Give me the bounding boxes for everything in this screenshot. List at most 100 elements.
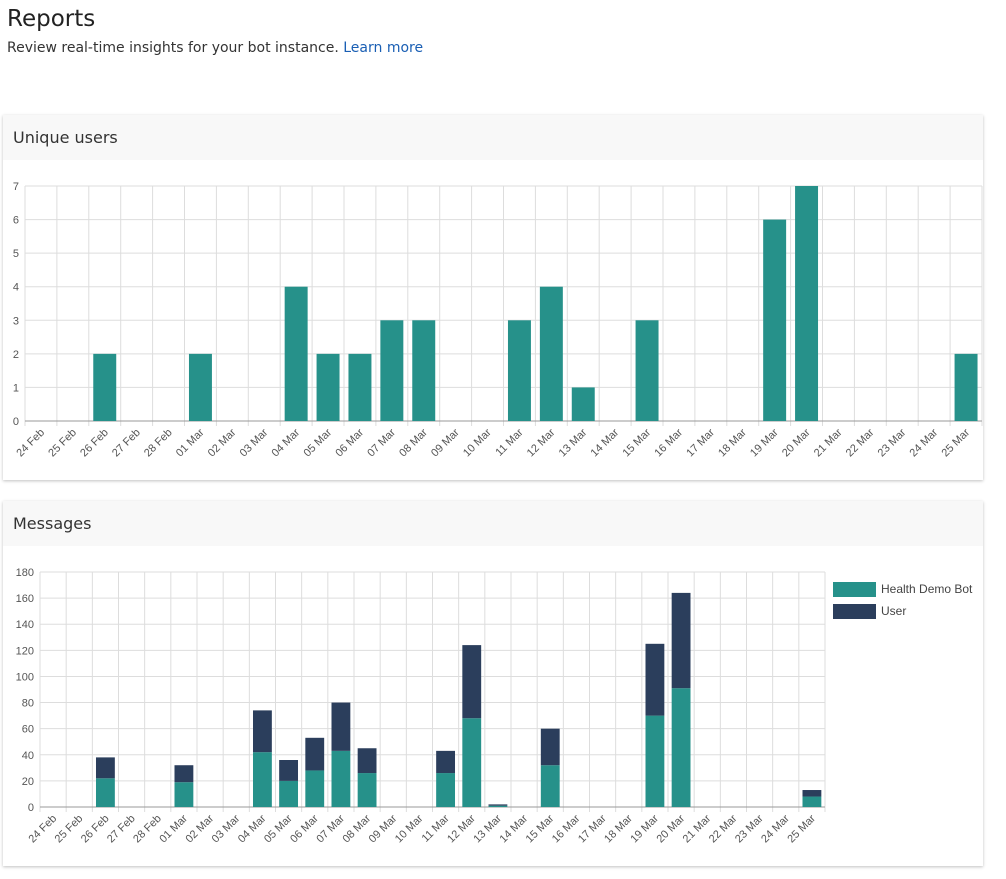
x-tick-label: 08 Mar <box>397 426 430 459</box>
x-tick-label: 24 Feb <box>27 813 60 846</box>
y-tick-label: 4 <box>13 282 19 294</box>
messages-card-header: Messages <box>3 501 983 546</box>
bar-user <box>174 765 194 783</box>
bar <box>348 353 372 421</box>
x-tick-label: 04 Mar <box>236 812 269 845</box>
bar-bot <box>357 773 377 807</box>
x-tick-label: 28 Feb <box>131 813 164 846</box>
legend-label-user: User <box>881 604 907 618</box>
bar-bot <box>436 773 456 807</box>
legend-swatch-user <box>833 603 876 619</box>
x-tick-label: 15 Mar <box>620 426 653 459</box>
x-tick-label: 12 Mar <box>525 426 558 459</box>
x-tick-label: 10 Mar <box>461 426 494 459</box>
x-tick-label: 24 Feb <box>14 427 47 460</box>
y-tick-label: 1 <box>13 382 19 394</box>
x-tick-label: 01 Mar <box>157 812 190 845</box>
x-tick-label: 04 Mar <box>270 426 303 459</box>
bar-bot <box>95 778 115 807</box>
x-tick-label: 27 Feb <box>105 813 138 846</box>
bar-bot <box>802 796 822 807</box>
bar <box>539 286 563 421</box>
x-tick-label: 17 Mar <box>576 812 609 845</box>
unique-users-card: Unique users 0 1 2 3 4 5 6 7 24 Feb 25 Feb 26 Feb 2… <box>3 115 983 480</box>
x-tick-label: 23 Mar <box>876 426 909 459</box>
bar <box>188 353 212 421</box>
bar-user <box>671 592 691 689</box>
x-tick-label: 18 Mar <box>602 812 635 845</box>
bar-user <box>252 710 272 753</box>
x-tick-label: 27 Feb <box>110 427 143 460</box>
bar-user <box>95 757 115 779</box>
x-tick-label: 03 Mar <box>210 812 243 845</box>
bar <box>507 320 531 421</box>
x-tick-label: 20 Mar <box>655 812 688 845</box>
x-tick-label: 22 Mar <box>844 426 877 459</box>
bar-bot <box>279 780 299 807</box>
y-tick-label: 120 <box>16 645 34 657</box>
x-tick-label: 09 Mar <box>429 426 462 459</box>
x-tick-label: 07 Mar <box>365 426 398 459</box>
x-tick-label: 23 Mar <box>733 812 766 845</box>
page-subtitle: Review real-time insights for your bot i… <box>7 40 423 56</box>
y-tick-label: 160 <box>16 593 34 605</box>
x-tick-label: 12 Mar <box>445 812 478 845</box>
bar <box>571 387 595 421</box>
x-tick-label: 15 Mar <box>524 812 557 845</box>
bar-bot <box>488 805 508 807</box>
x-tick-label: 05 Mar <box>301 426 334 459</box>
learn-more-link[interactable]: Learn more <box>343 40 424 56</box>
x-tick-label: 08 Mar <box>341 812 374 845</box>
bar-user <box>279 760 299 781</box>
bar <box>635 320 659 421</box>
bar-user <box>540 728 560 766</box>
bar-bot <box>331 750 351 807</box>
x-tick-label: 10 Mar <box>393 812 426 845</box>
x-tick-label: 28 Feb <box>142 427 175 460</box>
x-tick-label: 25 Mar <box>939 426 972 459</box>
x-tick-label: 19 Mar <box>748 426 781 459</box>
y-tick-label: 6 <box>13 215 19 227</box>
bar-bot <box>252 752 272 807</box>
bar-user <box>357 748 377 774</box>
y-tick-label: 40 <box>22 750 34 762</box>
x-tick-label: 26 Feb <box>79 813 112 846</box>
x-tick-label: 21 Mar <box>681 812 714 845</box>
y-tick-label: 180 <box>16 567 34 579</box>
x-tick-label: 02 Mar <box>206 426 239 459</box>
legend-item-user[interactable]: User <box>833 600 972 622</box>
y-tick-label: 0 <box>13 416 19 428</box>
x-tick-label: 19 Mar <box>628 812 661 845</box>
bar <box>763 219 787 421</box>
x-tick-label: 03 Mar <box>238 426 271 459</box>
x-tick-label: 01 Mar <box>174 426 207 459</box>
y-tick-label: 80 <box>22 698 34 710</box>
bar <box>284 286 308 421</box>
subtitle-text: Review real-time insights for your bot i… <box>7 40 339 56</box>
x-tick-label: 26 Feb <box>78 427 111 460</box>
bar <box>316 353 340 421</box>
x-tick-label: 13 Mar <box>557 426 590 459</box>
x-tick-label: 06 Mar <box>333 426 366 459</box>
x-tick-label: 16 Mar <box>550 812 583 845</box>
bar-bot <box>645 715 665 807</box>
x-tick-label: 25 Feb <box>53 813 86 846</box>
bar-bot <box>462 718 482 807</box>
y-tick-label: 20 <box>22 776 34 788</box>
bar <box>380 320 404 421</box>
x-tick-label: 07 Mar <box>314 812 347 845</box>
x-tick-label: 11 Mar <box>493 426 525 458</box>
messages-legend: Health Demo Bot User <box>833 578 972 622</box>
y-tick-label: 5 <box>13 248 19 260</box>
bar-user <box>331 702 351 751</box>
x-tick-label: 09 Mar <box>367 812 400 845</box>
bar-user <box>488 804 508 806</box>
x-tick-label: 18 Mar <box>716 426 749 459</box>
bar-user <box>462 645 482 719</box>
x-tick-label: 24 Mar <box>908 426 941 459</box>
legend-item-bot[interactable]: Health Demo Bot <box>833 578 972 600</box>
x-tick-label: 17 Mar <box>684 426 717 459</box>
messages-card: Messages 0 20 40 60 80 100 120 140 160 180 24 Feb 2… <box>3 501 983 866</box>
bar <box>93 353 117 421</box>
